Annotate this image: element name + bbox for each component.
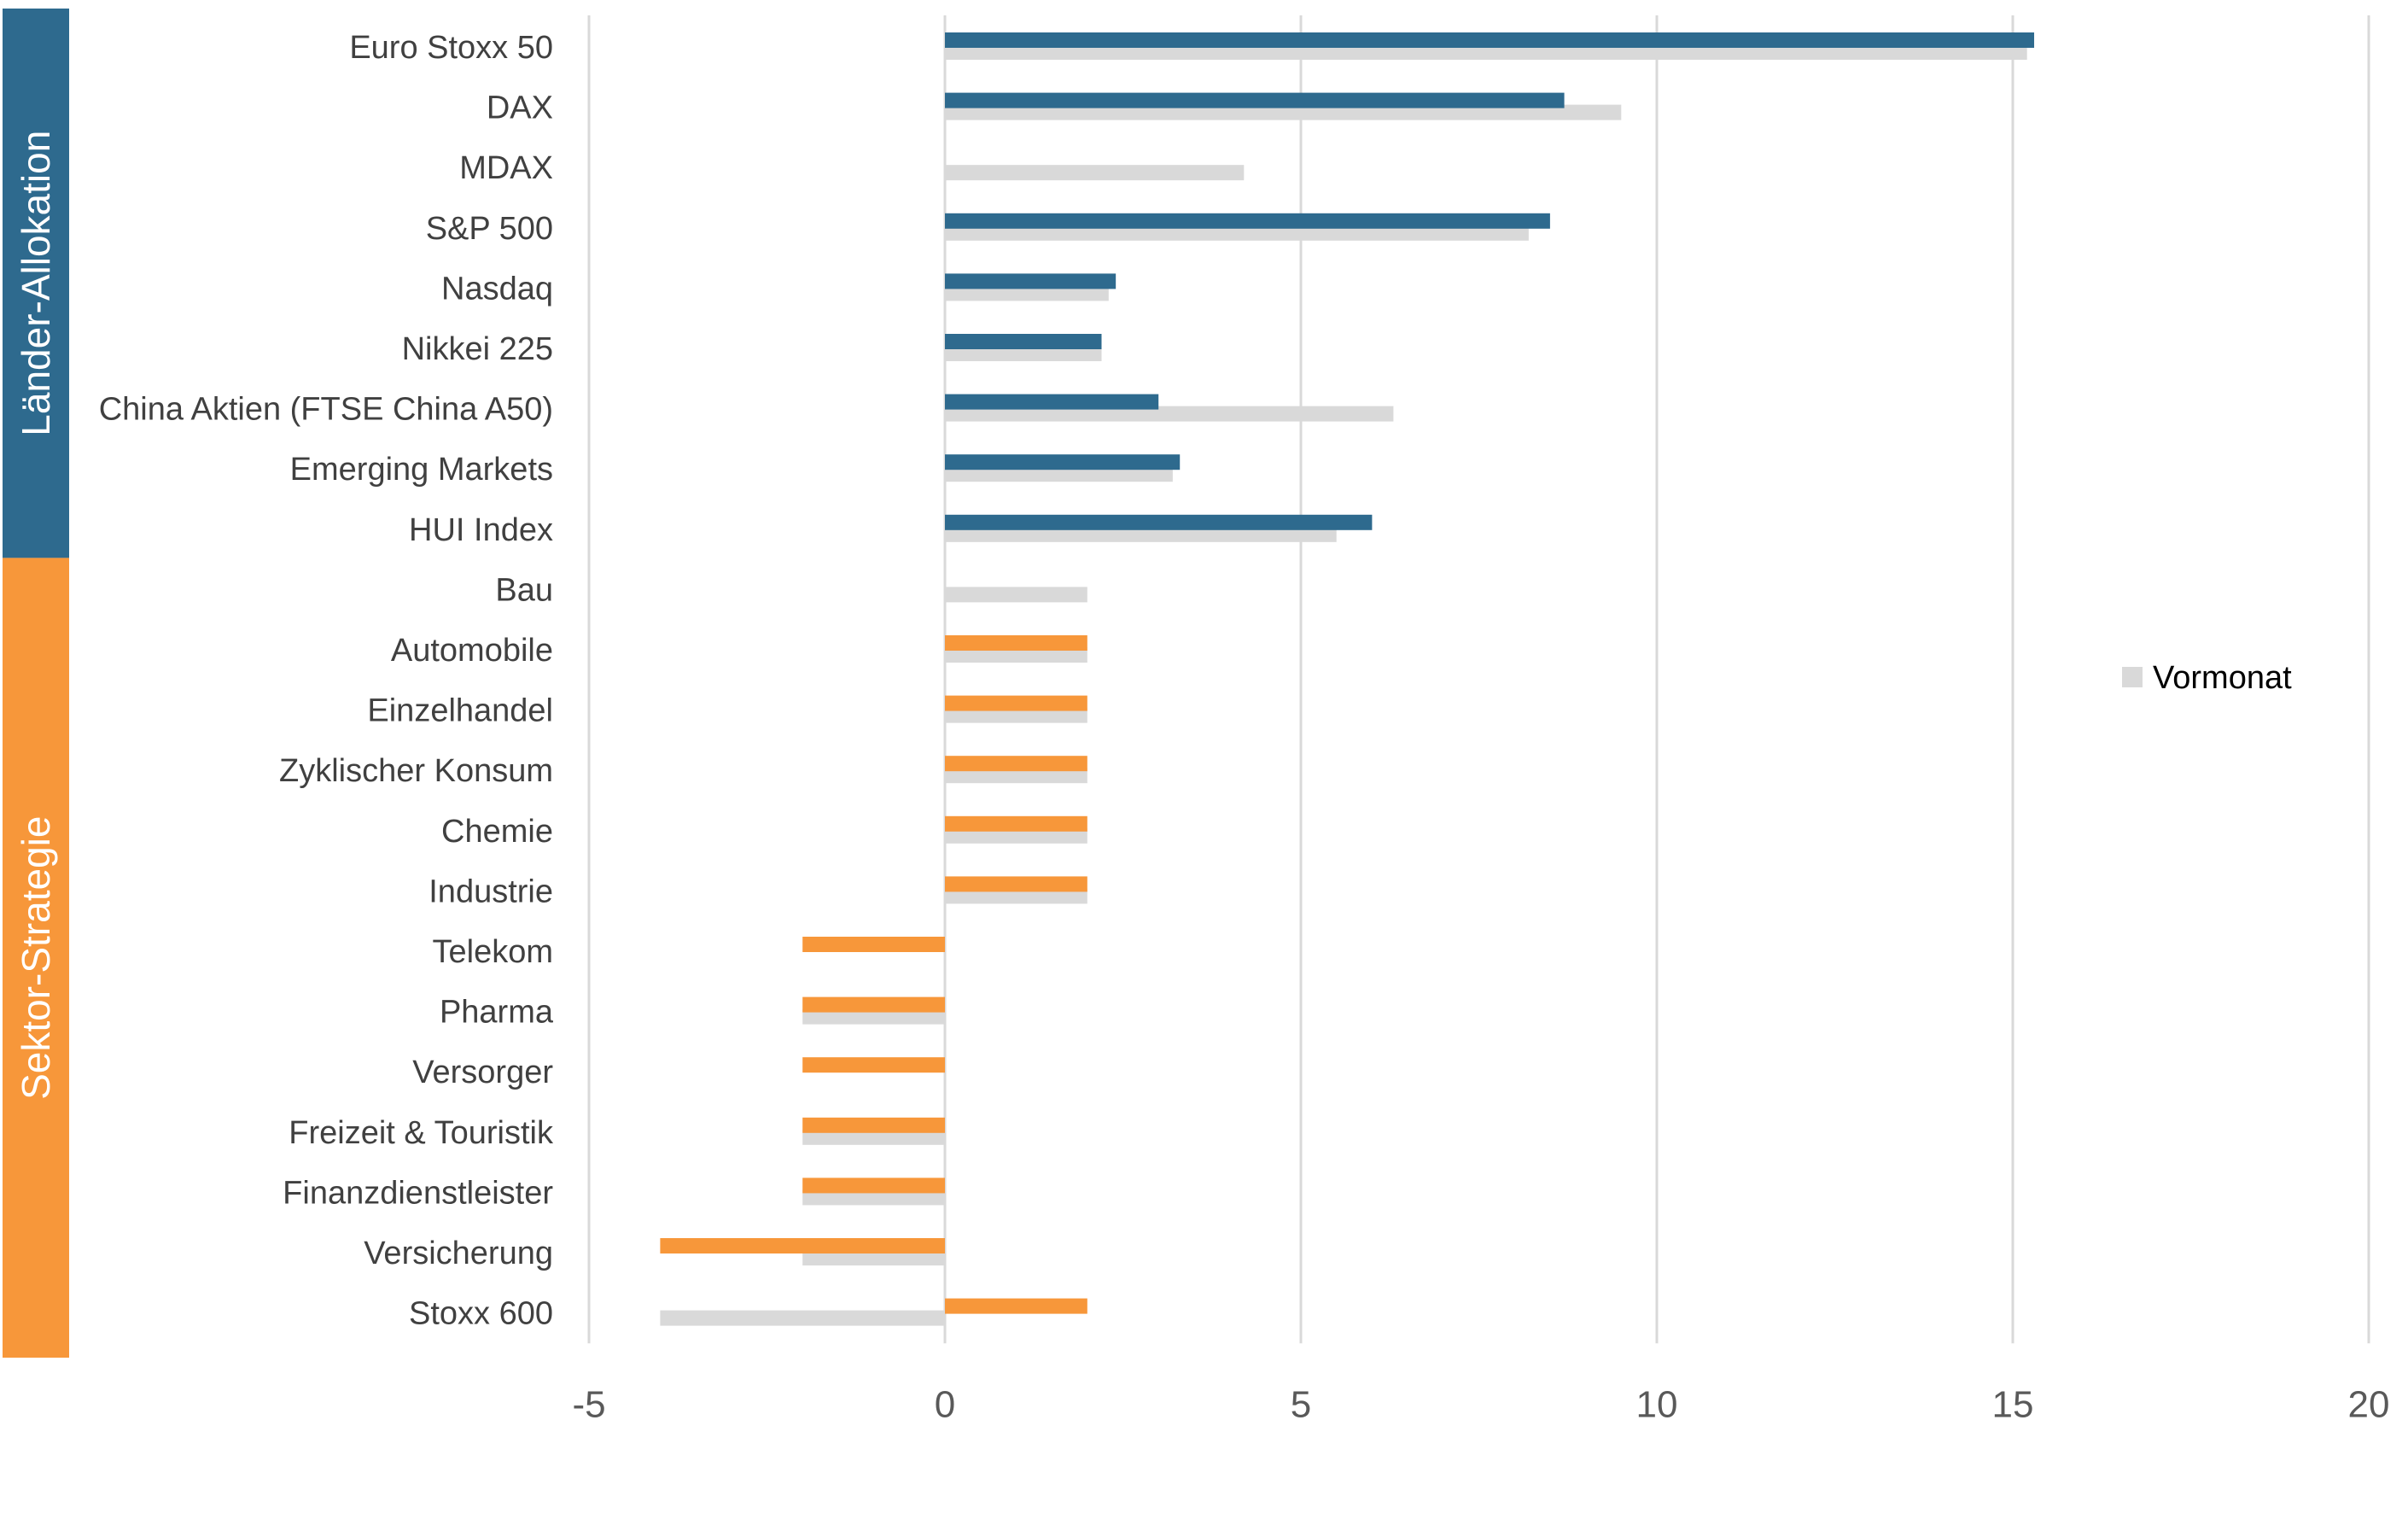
legend[interactable]: Vormonat: [2122, 660, 2292, 696]
bar-aktuell: [802, 996, 945, 1013]
bar-aktuell: [802, 1057, 945, 1073]
legend-swatch-vormonat: [2122, 667, 2143, 687]
bar-vormonat: [945, 827, 1087, 844]
bar-vormonat: [945, 104, 1622, 120]
bar-vormonat: [945, 406, 1394, 422]
x-tick-label: 20: [2348, 1384, 2390, 1426]
bar-aktuell: [945, 514, 1373, 530]
bar-aktuell: [945, 334, 1102, 349]
bar-vormonat: [945, 587, 1087, 603]
group-label-1: Sektor-Strategie: [14, 816, 58, 1100]
category-label: Pharma: [440, 995, 554, 1031]
bar-aktuell: [945, 273, 1117, 289]
category-label: Versorger: [412, 1055, 553, 1090]
bar-vormonat: [802, 1129, 945, 1145]
bar-aktuell: [945, 1298, 1087, 1314]
category-label: Bau: [495, 572, 553, 608]
category-label: Euro Stoxx 50: [349, 30, 553, 66]
group-band-1: [3, 558, 69, 1358]
category-label: Automobile: [391, 633, 553, 669]
category-label: S&P 500: [426, 211, 553, 247]
bar-aktuell: [945, 635, 1087, 651]
bar-aktuell: [945, 92, 1565, 108]
bar-vormonat: [802, 1008, 945, 1025]
gridlines: [587, 15, 2370, 1344]
bar-aktuell: [802, 937, 945, 952]
category-label: DAX: [487, 91, 553, 126]
bar-vormonat: [945, 285, 1109, 301]
bar-aktuell: [945, 756, 1087, 772]
category-label: Telekom: [433, 934, 554, 970]
bar-aktuell: [660, 1238, 945, 1253]
bar-vormonat: [802, 1250, 945, 1265]
category-label: Industrie: [429, 874, 553, 909]
bar-vormonat: [660, 1310, 945, 1326]
x-tick-labels: -5 0 5 10 15 20: [572, 1384, 2389, 1426]
group-label-0: Länder-Allokation: [14, 131, 58, 436]
bar-vormonat: [945, 888, 1087, 904]
bar-vormonat: [945, 647, 1087, 663]
category-label: Emerging Markets: [290, 452, 553, 488]
bar-aktuell: [945, 32, 2035, 48]
category-label: Finanzdienstleister: [283, 1175, 553, 1211]
bar-vormonat: [945, 768, 1087, 784]
bar-vormonat: [945, 466, 1173, 482]
category-label: MDAX: [459, 150, 553, 186]
x-tick-label: 5: [1291, 1384, 1311, 1426]
bar-vormonat: [945, 707, 1087, 723]
bar-vormonat: [802, 1189, 945, 1206]
bar-aktuell: [945, 394, 1159, 410]
bar-aktuell: [945, 876, 1087, 892]
bar-aktuell: [945, 815, 1087, 832]
bar-vormonat: [945, 346, 1102, 361]
bar-vormonat: [945, 225, 1529, 241]
x-tick-label: 15: [1992, 1384, 2034, 1426]
category-label: Chemie: [441, 814, 553, 850]
x-tick-label: 0: [935, 1384, 955, 1426]
bar-vormonat: [945, 165, 1245, 181]
group-band-0: [3, 9, 69, 558]
x-tick-label: -5: [572, 1384, 605, 1426]
category-label: Einzelhandel: [367, 693, 553, 729]
category-label: China Aktien (FTSE China A50): [99, 392, 553, 428]
category-label: HUI Index: [409, 512, 553, 548]
category-label: Zyklischer Konsum: [279, 753, 553, 789]
bar-vormonat: [945, 44, 2027, 60]
category-label: Nasdaq: [441, 271, 553, 307]
group-bands: Länder-Allokation Sektor-Strategie: [3, 9, 69, 1358]
bar-aktuell: [945, 695, 1087, 711]
category-label: Stoxx 600: [409, 1296, 553, 1332]
bars: [660, 32, 2035, 1326]
bar-aktuell: [945, 213, 1550, 229]
category-label: Freizeit & Touristik: [289, 1115, 554, 1151]
x-tick-label: 10: [1636, 1384, 1678, 1426]
bar-aktuell: [802, 1177, 945, 1194]
bar-vormonat: [945, 526, 1337, 542]
category-labels: Euro Stoxx 50 DAX MDAX S&P 500 Nasdaq Nikkei …: [99, 30, 554, 1332]
category-label: Versicherung: [364, 1236, 553, 1271]
legend-label-vormonat: Vormonat: [2153, 660, 2292, 696]
category-label: Nikkei 225: [402, 331, 553, 367]
bar-aktuell: [802, 1117, 945, 1133]
bar-aktuell: [945, 454, 1181, 470]
